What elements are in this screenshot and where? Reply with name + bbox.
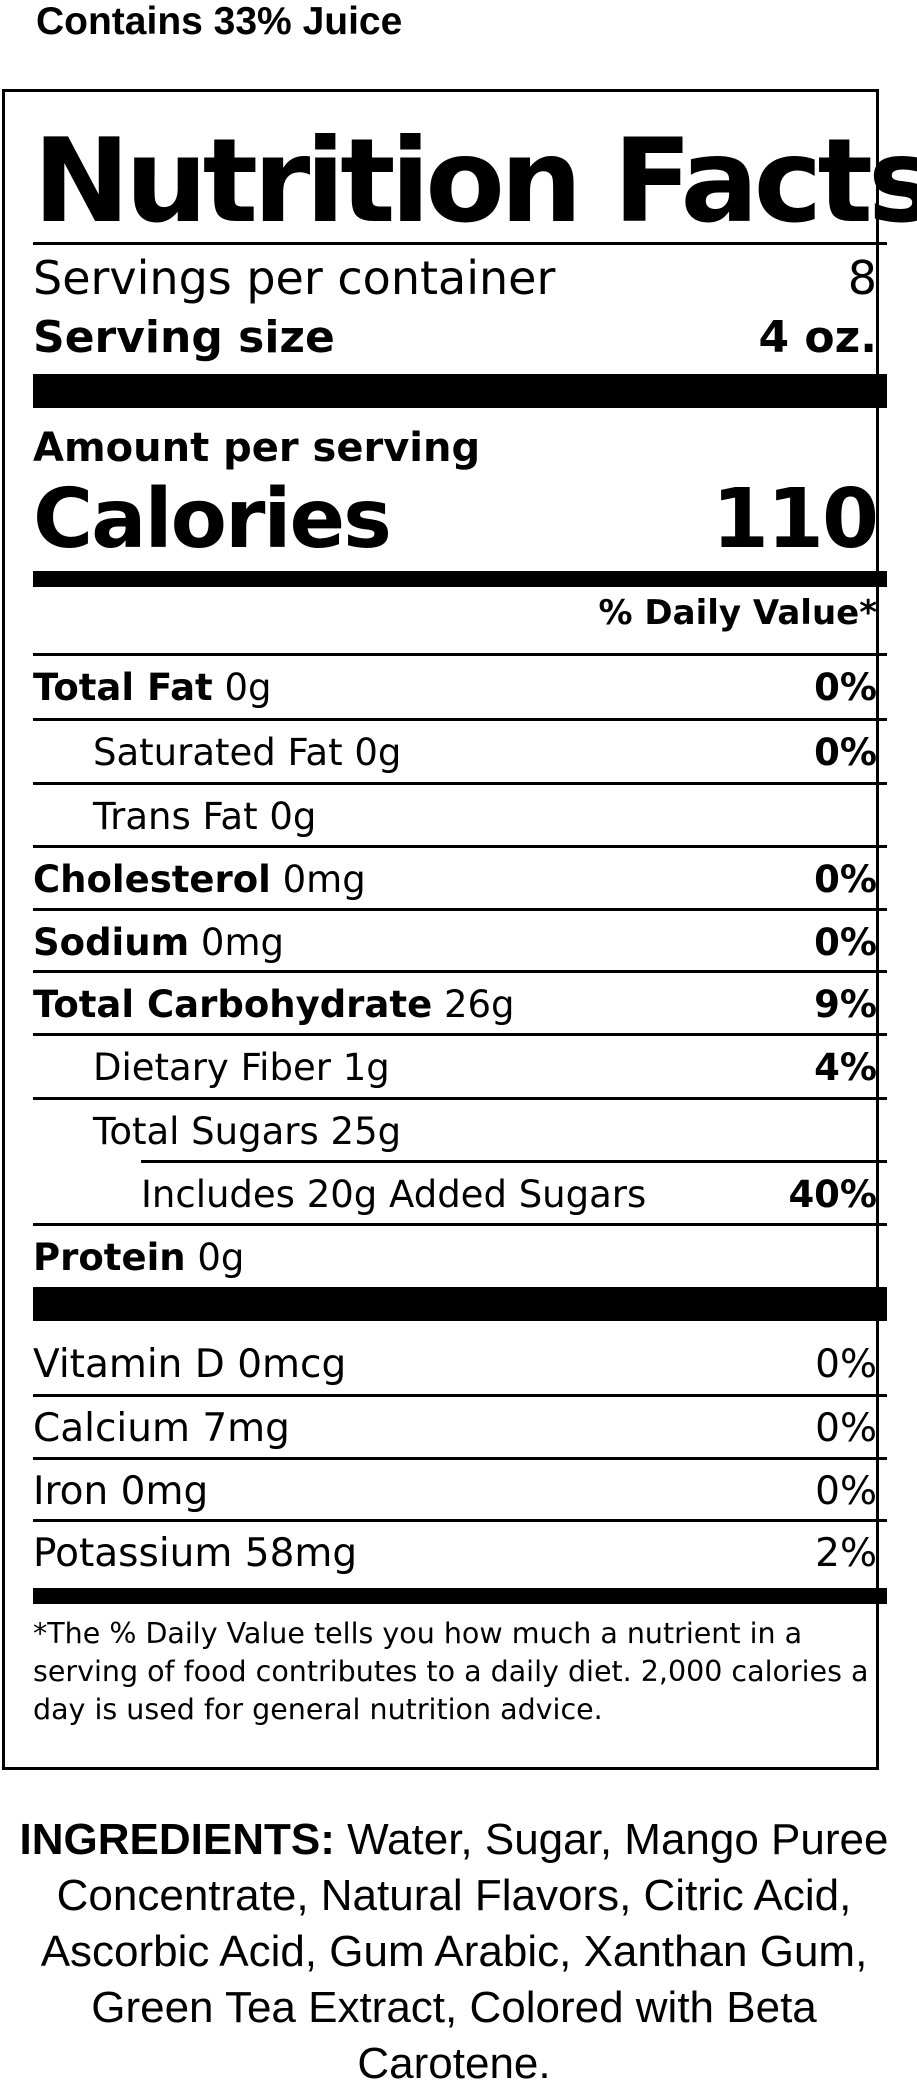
- vitamin-row: Calcium 7mg 0%: [33, 1397, 887, 1459]
- serving-size-value: 4 oz.: [758, 311, 878, 363]
- nutrient-name: Total Fat: [33, 665, 213, 709]
- vitamin-row: Iron 0mg 0%: [33, 1460, 887, 1522]
- nutrient-name: Trans Fat: [93, 794, 258, 838]
- divider-thin: [33, 1519, 887, 1522]
- nutrient-row-protein: Protein 0g: [33, 1226, 887, 1288]
- vitamin-text: Potassium 58mg: [33, 1530, 358, 1576]
- nutrient-dv: 4%: [814, 1045, 877, 1089]
- nutrient-name: Includes 20g Added Sugars: [141, 1172, 647, 1216]
- nutrient-name: Protein: [33, 1235, 186, 1279]
- nutrient-amount: 0g: [197, 1235, 245, 1279]
- divider-thin: [33, 1033, 887, 1036]
- nutrient-name: Dietary Fiber: [93, 1045, 331, 1089]
- nutrient-dv: 0%: [814, 920, 877, 964]
- calories-row: Calories 110: [33, 471, 887, 567]
- nutrient-amount: 0g: [354, 730, 402, 774]
- divider-thin: [33, 242, 887, 245]
- nutrient-name: Cholesterol: [33, 857, 271, 901]
- nutrient-row-dietary-fiber: Dietary Fiber 1g 4%: [33, 1036, 887, 1098]
- nutrient-name: Saturated Fat: [93, 730, 343, 774]
- nutrient-row-total-sugars: Total Sugars 25g: [33, 1100, 887, 1162]
- nutrient-row-added-sugars: Includes 20g Added Sugars 40%: [33, 1163, 887, 1225]
- divider-thin: [33, 1457, 887, 1460]
- calories-value: 110: [711, 471, 879, 567]
- vitamin-row: Vitamin D 0mcg 0%: [33, 1333, 887, 1395]
- vitamin-text: Vitamin D 0mcg: [33, 1341, 347, 1387]
- nutrient-dv: 40%: [788, 1172, 877, 1216]
- servings-value: 8: [847, 251, 877, 305]
- nutrient-row-sodium: Sodium 0mg 0%: [33, 911, 887, 973]
- nutrient-dv: 9%: [814, 982, 877, 1026]
- vitamin-text: Iron 0mg: [33, 1468, 209, 1514]
- nutrient-amount: 26g: [443, 982, 515, 1026]
- amount-label: Amount per serving: [33, 425, 481, 471]
- divider-thin: [33, 718, 887, 721]
- nutrient-amount: 1g: [342, 1045, 390, 1089]
- nutrient-row-trans-fat: Trans Fat 0g: [33, 785, 887, 847]
- vitamin-text: Calcium 7mg: [33, 1405, 290, 1451]
- nutrition-facts-panel: Nutrition Facts Servings per container 8…: [2, 89, 917, 1770]
- nutrient-name: Total Sugars: [93, 1109, 319, 1153]
- daily-value-footnote: *The % Daily Value tells you how much a …: [33, 1617, 869, 1726]
- vitamin-dv: 2%: [815, 1530, 877, 1576]
- divider-thin: [33, 653, 887, 656]
- ingredients-label: INGREDIENTS:: [19, 1815, 335, 1864]
- divider-thin: [33, 782, 887, 785]
- amount-per-serving: Amount per serving: [33, 421, 887, 475]
- servings-label: Servings per container: [33, 251, 556, 305]
- divider-medium: [33, 571, 887, 587]
- nutrient-dv: 0%: [814, 730, 877, 774]
- juice-content-note: Contains 33% Juice: [36, 0, 403, 43]
- nutrient-name: Sodium: [33, 920, 190, 964]
- nutrient-dv: 0%: [814, 665, 877, 709]
- dv-header-text: % Daily Value*: [598, 593, 877, 633]
- nutrient-row-total-fat: Total Fat 0g 0%: [33, 656, 887, 718]
- nutrient-name: Total Carbohydrate: [33, 982, 433, 1026]
- divider-thin: [33, 1097, 887, 1100]
- vitamin-row: Potassium 58mg 2%: [33, 1522, 887, 1584]
- nutrient-amount: 25g: [330, 1109, 402, 1153]
- serving-size-label: Serving size: [33, 311, 335, 363]
- calories-label: Calories: [33, 471, 392, 567]
- divider-thin-indented: [141, 1160, 887, 1163]
- divider-medium: [33, 1588, 887, 1604]
- nutrient-row-total-carbohydrate: Total Carbohydrate 26g 9%: [33, 973, 887, 1035]
- divider-thick: [33, 1287, 887, 1321]
- panel-title: Nutrition Facts: [33, 114, 917, 249]
- vitamin-dv: 0%: [815, 1468, 877, 1514]
- nutrient-amount: 0g: [269, 794, 317, 838]
- divider-thin: [33, 845, 887, 848]
- ingredients-statement: INGREDIENTS: Water, Sugar, Mango Puree C…: [14, 1812, 894, 2089]
- divider-thin: [33, 970, 887, 973]
- nutrient-amount: 0g: [224, 665, 272, 709]
- nutrient-amount: 0mg: [200, 920, 284, 964]
- vitamin-dv: 0%: [815, 1405, 877, 1451]
- ingredients-list: Water, Sugar, Mango Puree Concentrate, N…: [40, 1815, 889, 2088]
- daily-value-header: % Daily Value*: [33, 588, 887, 638]
- divider-thin: [33, 1223, 887, 1226]
- nutrient-dv: 0%: [814, 857, 877, 901]
- nutrient-amount: 0mg: [282, 857, 366, 901]
- servings-row: Servings per container 8: [33, 249, 887, 307]
- divider-thick: [33, 374, 887, 408]
- vitamin-dv: 0%: [815, 1341, 877, 1387]
- serving-size-row: Serving size 4 oz.: [33, 309, 887, 365]
- divider-thin: [33, 1394, 887, 1397]
- nutrient-row-saturated-fat: Saturated Fat 0g 0%: [33, 721, 887, 783]
- nutrient-row-cholesterol: Cholesterol 0mg 0%: [33, 848, 887, 910]
- divider-thin: [33, 908, 887, 911]
